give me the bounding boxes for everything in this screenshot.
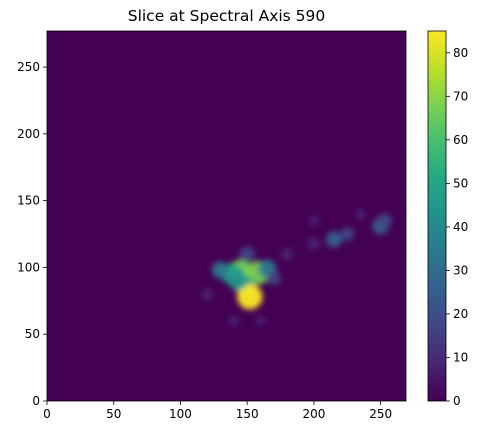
heatmap-cell xyxy=(340,227,355,241)
y-tick-label: 200 xyxy=(17,127,40,141)
heatmap-background xyxy=(47,31,406,401)
y-tick-label: 0 xyxy=(32,394,40,408)
colorbar-tick-label: 30 xyxy=(453,263,468,277)
x-tick-label: 200 xyxy=(302,407,325,421)
heatmap-cell xyxy=(389,329,399,339)
x-axis: 0 50 100 150 200 250 xyxy=(43,401,392,421)
y-tick-label: 100 xyxy=(17,260,40,274)
x-tick-label: 150 xyxy=(236,407,259,421)
x-tick-label: 100 xyxy=(169,407,192,421)
colorbar: 0 10 20 30 40 50 60 70 80 xyxy=(427,30,468,408)
chart-title: Slice at Spectral Axis 590 xyxy=(128,7,326,25)
heatmap-cell xyxy=(281,248,294,261)
x-tick-label: 250 xyxy=(369,407,392,421)
colorbar-tick-label: 80 xyxy=(453,46,468,60)
x-tick-label: 50 xyxy=(106,407,121,421)
heatmap-features xyxy=(189,208,399,352)
colorbar-tick-label: 10 xyxy=(453,350,468,364)
colorbar-tick-label: 60 xyxy=(453,133,468,147)
heatmap-cell xyxy=(267,271,281,285)
x-tick-label: 0 xyxy=(43,407,51,421)
plot-frame xyxy=(46,30,407,402)
colorbar-tick-label: 50 xyxy=(453,176,468,190)
colorbar-frame xyxy=(427,30,447,402)
colorbar-tick-label: 0 xyxy=(453,394,461,408)
y-tick-label: 150 xyxy=(17,194,40,208)
colorbar-gradient xyxy=(428,31,446,401)
colorbar-tick-label: 20 xyxy=(453,307,468,321)
heatmap-cell xyxy=(201,288,213,300)
colorbar-tick-label: 70 xyxy=(453,89,468,103)
heatmap-cell xyxy=(228,271,248,291)
heatmap-cell xyxy=(239,246,255,262)
heatmap-cell xyxy=(242,343,252,352)
heatmap-cell xyxy=(377,213,392,228)
heatmap-cell xyxy=(308,215,319,226)
heatmap-cell xyxy=(211,261,230,279)
heatmap-cell xyxy=(325,231,342,248)
y-axis: 0 50 100 150 200 250 xyxy=(17,60,47,408)
heatmap-cell xyxy=(189,329,199,339)
y-tick-label: 50 xyxy=(25,327,40,341)
heatmap-cell xyxy=(355,208,366,220)
plot-area xyxy=(46,30,407,402)
heatmap-cell xyxy=(237,284,263,310)
heatmap-cell xyxy=(255,315,266,326)
heatmap-cell xyxy=(228,315,240,327)
colorbar-tick-label: 40 xyxy=(453,220,468,234)
heatmap-blobs xyxy=(189,208,399,352)
y-tick-label: 250 xyxy=(17,60,40,74)
heatmap-cell xyxy=(307,237,321,250)
